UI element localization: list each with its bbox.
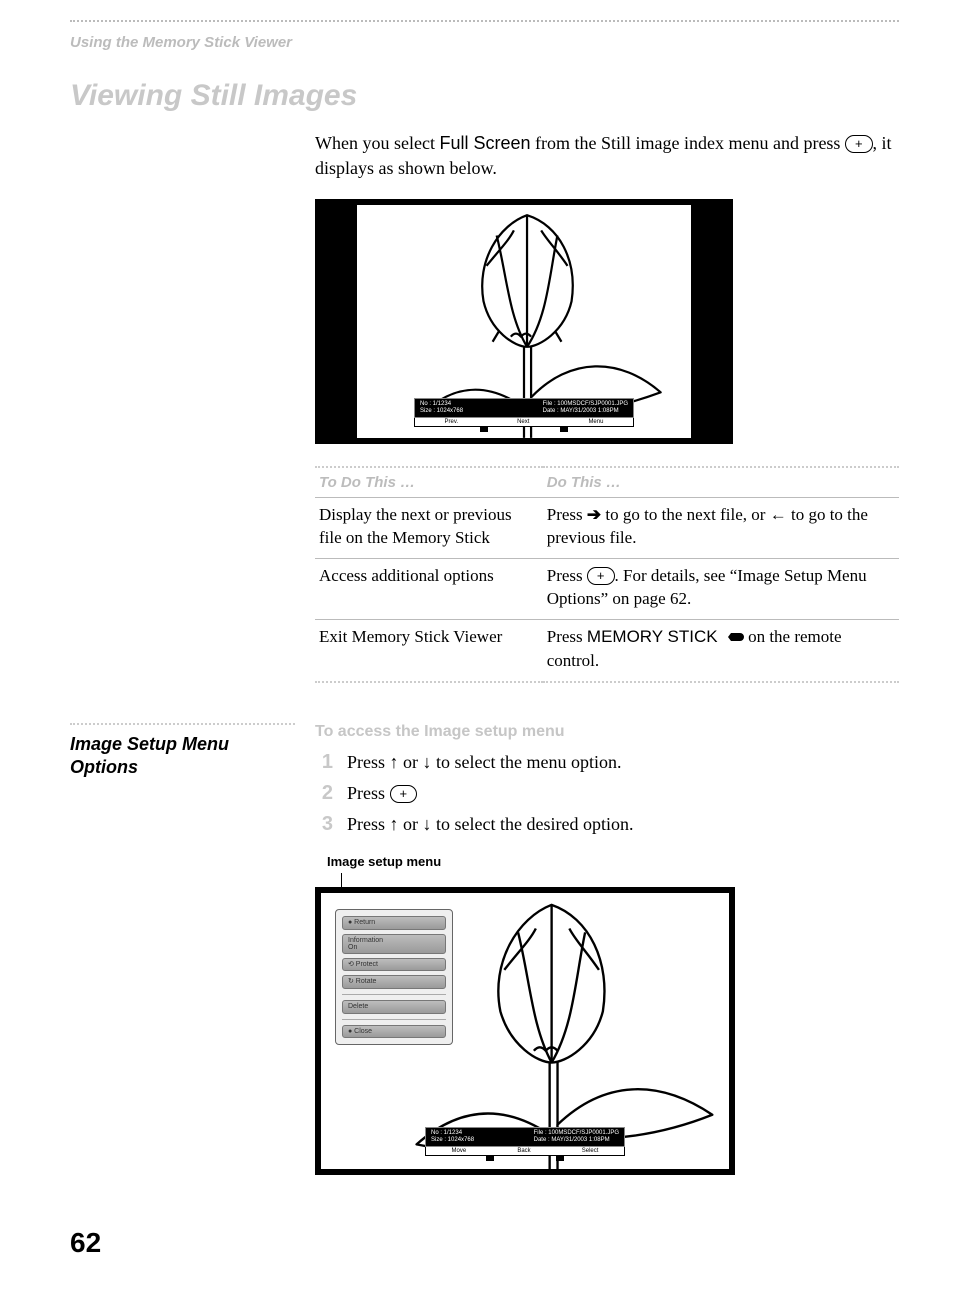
- running-head: Using the Memory Stick Viewer: [70, 34, 899, 51]
- memory-stick-label: MEMORY STICK: [587, 627, 718, 646]
- table-head-right: Do This …: [543, 467, 899, 498]
- step-text: Press: [347, 814, 390, 834]
- osd-select: Select: [582, 1148, 599, 1154]
- osd-next: Next: [517, 419, 529, 425]
- intro-fullscreen: Full Screen: [439, 133, 530, 153]
- menu-delete[interactable]: Delete: [342, 1000, 446, 1014]
- step-text: or: [399, 752, 423, 772]
- arrow-up-icon: ↑: [390, 752, 399, 772]
- osd-move: Move: [452, 1148, 467, 1154]
- step-number: 2: [315, 782, 333, 805]
- osd-date-value: : MAY/31/2003 1:08PM: [548, 1137, 610, 1143]
- setup-menu-figure: ● Return Information On ⟲ Protect ↻ Rota…: [315, 887, 899, 1175]
- plus-button-icon: +: [390, 785, 418, 803]
- table-cell-right: Press MEMORY STICK on the remote control…: [543, 620, 899, 682]
- step-text: Press: [347, 783, 390, 803]
- osd-prev: Prev.: [445, 419, 459, 425]
- fullscreen-figure: No : 1/1234 Size : 1024x768 File : 100MS…: [315, 199, 899, 444]
- list-item: 3 Press ↑ or ↓ to select the desired opt…: [315, 813, 899, 836]
- table-row: Display the next or previous file on the…: [315, 498, 899, 559]
- arrow-left-icon: ←: [770, 505, 787, 524]
- table-cell-left: Display the next or previous file on the…: [315, 498, 543, 559]
- step-text: to select the desired option.: [432, 814, 634, 834]
- arrow-down-icon: ↓: [423, 814, 432, 834]
- table-cell-left: Exit Memory Stick Viewer: [315, 620, 543, 682]
- menu-rotate[interactable]: ↻ Rotate: [342, 975, 446, 989]
- osd-overlay: No : 1/1234 Size : 1024x768 File : 100MS…: [425, 1127, 625, 1161]
- step-text: to select the menu option.: [432, 752, 622, 772]
- osd-size-label: Size: [420, 408, 432, 414]
- intro-paragraph: When you select Full Screen from the Sti…: [315, 131, 899, 181]
- cell-text: to go to the next file, or: [601, 505, 770, 524]
- osd-overlay: No : 1/1234 Size : 1024x768 File : 100MS…: [414, 398, 634, 432]
- table-cell-left: Access additional options: [315, 559, 543, 620]
- osd-no-label: No: [420, 401, 428, 407]
- memory-stick-icon: [722, 631, 744, 650]
- plus-button-icon: +: [845, 135, 873, 153]
- osd-back: Back: [517, 1148, 530, 1154]
- osd-no-value: : 1/1234: [429, 401, 451, 407]
- osd-no-label: No: [431, 1130, 439, 1136]
- table-row: Access additional options Press +. For d…: [315, 559, 899, 620]
- osd-file-label: File: [534, 1130, 544, 1136]
- osd-size-label: Size: [431, 1137, 443, 1143]
- menu-return[interactable]: ● Return: [342, 916, 446, 930]
- section-label-line2: Options: [70, 757, 138, 777]
- osd-no-value: : 1/1234: [440, 1130, 462, 1136]
- osd-date-label: Date: [543, 408, 556, 414]
- cell-text: Press: [547, 505, 587, 524]
- menu-close[interactable]: ● Close: [342, 1025, 446, 1039]
- intro-pre: When you select: [315, 133, 439, 153]
- table-cell-right: Press +. For details, see “Image Setup M…: [543, 559, 899, 620]
- intro-mid: from the Still image index menu and pres…: [531, 133, 845, 153]
- osd-file-value: : 100MSDCF/SJP0001.JPG: [545, 1130, 619, 1136]
- section-label-line1: Image Setup Menu: [70, 734, 229, 754]
- menu-protect[interactable]: ⟲ Protect: [342, 958, 446, 972]
- step-text: Press: [347, 752, 390, 772]
- arrow-down-icon: ↓: [423, 752, 432, 772]
- menu-info-label: Information: [348, 937, 383, 944]
- cell-text: Press: [547, 627, 587, 646]
- arrow-up-icon: ↑: [390, 814, 399, 834]
- osd-date-label: Date: [534, 1137, 547, 1143]
- step-number: 3: [315, 813, 333, 836]
- step-text: or: [399, 814, 423, 834]
- menu-information[interactable]: Information On: [342, 934, 446, 954]
- osd-date-value: : MAY/31/2003 1:08PM: [557, 408, 619, 414]
- arrow-right-icon: ➔: [587, 505, 601, 524]
- page-title: Viewing Still Images: [70, 79, 899, 113]
- subhead: To access the Image setup menu: [315, 723, 899, 741]
- figure-caption: Image setup menu: [327, 854, 899, 869]
- section-label: Image Setup Menu Options: [70, 723, 295, 780]
- list-item: 1 Press ↑ or ↓ to select the menu option…: [315, 751, 899, 774]
- table-head-left: To Do This …: [315, 467, 543, 498]
- table-cell-right: Press ➔ to go to the next file, or ← to …: [543, 498, 899, 559]
- osd-file-value: : 100MSDCF/SJP0001.JPG: [554, 401, 628, 407]
- steps-list: 1 Press ↑ or ↓ to select the menu option…: [315, 751, 899, 836]
- osd-size-value: : 1024x768: [433, 408, 463, 414]
- osd-size-value: : 1024x768: [444, 1137, 474, 1143]
- instruction-table: To Do This … Do This … Display the next …: [315, 466, 899, 683]
- step-number: 1: [315, 751, 333, 774]
- cell-text: Press: [547, 566, 587, 585]
- menu-info-value: On: [348, 944, 357, 951]
- plus-button-icon: +: [587, 567, 615, 585]
- osd-menu: Menu: [588, 419, 603, 425]
- list-item: 2 Press +: [315, 782, 899, 805]
- table-row: Exit Memory Stick Viewer Press MEMORY ST…: [315, 620, 899, 682]
- image-setup-menu: ● Return Information On ⟲ Protect ↻ Rota…: [335, 909, 453, 1045]
- osd-file-label: File: [543, 401, 553, 407]
